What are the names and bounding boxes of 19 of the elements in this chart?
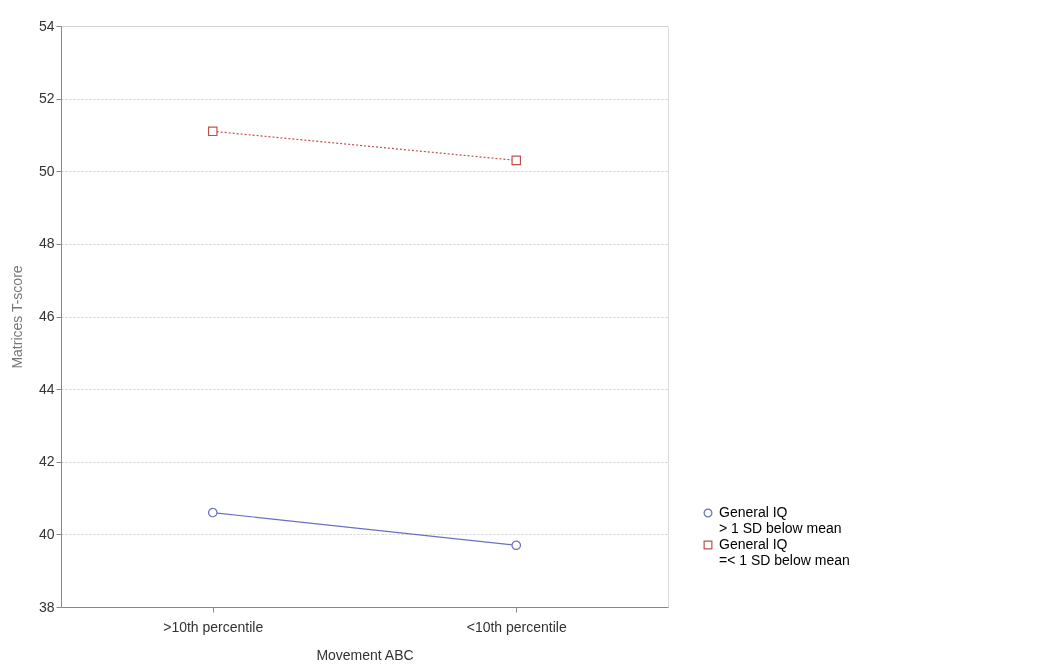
y-tick-label: 46 [38, 308, 55, 324]
x-tick-label: >10th percentile [163, 618, 264, 635]
y-tick-label: 44 [38, 380, 55, 397]
point [207, 126, 218, 137]
y-axis-title: Matrices T-score [8, 265, 25, 369]
x-tick-label: <10th percentile [466, 618, 567, 635]
point [511, 155, 522, 166]
point [511, 540, 522, 551]
y-tick-label: 48 [38, 235, 55, 252]
legend-label: General IQ =< 1 SD below mean [719, 536, 850, 568]
y-tick-label: 38 [38, 598, 55, 615]
y-tick-label: 40 [38, 525, 55, 542]
x-axis-title: Movement ABC [316, 646, 414, 663]
y-tick-label: 50 [38, 162, 55, 179]
y-tick-label: 42 [38, 453, 55, 470]
y-tick-label: 52 [38, 90, 55, 107]
point [207, 507, 218, 518]
y-tick-label: 54 [38, 17, 55, 34]
legend-label: General IQ > 1 SD below mean [719, 504, 842, 536]
